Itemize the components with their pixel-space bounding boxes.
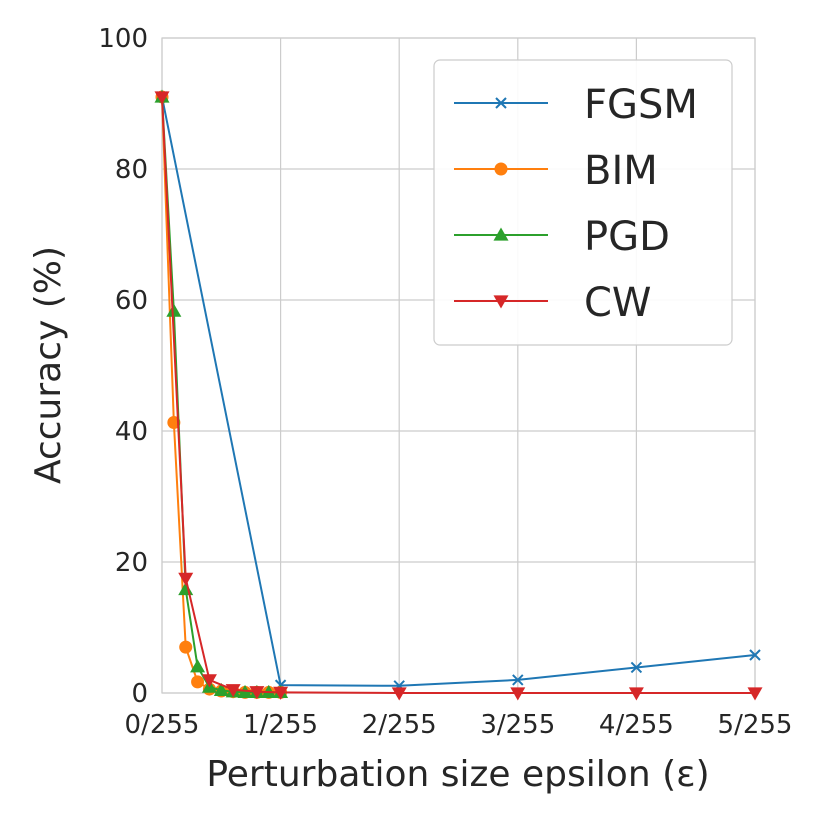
x-axis-title: Perturbation size epsilon (ε) [206, 754, 709, 795]
data-point-triangle-down [225, 684, 241, 698]
legend: FGSM BIM PGD CW [433, 59, 733, 346]
legend-label: FGSM [584, 82, 698, 128]
y-tick-label: 40 [115, 417, 148, 447]
legend-box [433, 59, 733, 346]
data-point-triangle-down [273, 686, 289, 700]
data-point-triangle-up [166, 303, 182, 317]
data-point-x [495, 97, 507, 109]
data-point-triangle-up [213, 682, 229, 697]
legend-entry-bim: BIM [454, 148, 658, 194]
x-tick-label: 5/255 [718, 710, 793, 740]
data-point-triangle-down [391, 687, 407, 701]
data-point-circle [179, 640, 193, 654]
legend-entry-pgd: PGD [454, 214, 670, 260]
series-cw [154, 91, 763, 701]
data-point-triangle-down [201, 674, 217, 688]
legend-entry-fgsm: FGSM [454, 82, 698, 128]
y-axis-title: Accuracy (%) [28, 246, 69, 484]
x-tick-label: 4/255 [599, 710, 674, 740]
x-tick-label: 2/255 [362, 710, 437, 740]
legend-label: CW [584, 280, 651, 326]
data-point-x [630, 661, 643, 674]
data-point-triangle-down [249, 686, 265, 700]
data-point-x [512, 674, 524, 686]
data-point-triangle-down [154, 91, 170, 105]
x-tick-label: 0/255 [125, 710, 200, 740]
data-point-triangle-up [190, 659, 206, 673]
legend-label: BIM [584, 148, 658, 194]
data-point-circle [494, 162, 508, 176]
legend-entry-cw: CW [454, 280, 651, 326]
data-point-triangle-down [493, 295, 509, 309]
data-point-x [749, 649, 761, 661]
data-point-triangle-down [178, 572, 194, 586]
legend-label: PGD [584, 214, 670, 260]
data-point-triangle-down [510, 687, 526, 701]
y-tick-label: 20 [115, 548, 148, 578]
series-lines [154, 89, 763, 701]
series-line-cw [161, 96, 755, 694]
data-point-circle [191, 675, 205, 689]
y-tick-label: 100 [98, 24, 148, 54]
tick-labels: 0/255 1/255 2/255 3/255 4/255 5/255 0 20 40 60 80 1… [98, 24, 792, 740]
series-line-fgsm [161, 96, 756, 687]
x-tick-label: 1/255 [243, 710, 318, 740]
data-point-triangle-up [493, 227, 509, 241]
data-point-triangle-down [747, 687, 763, 701]
y-tick-label: 80 [115, 155, 148, 185]
x-tick-label: 3/255 [480, 710, 555, 740]
data-point-triangle-down [628, 687, 644, 701]
y-tick-label: 60 [115, 286, 148, 316]
y-tick-label: 0 [131, 679, 148, 709]
